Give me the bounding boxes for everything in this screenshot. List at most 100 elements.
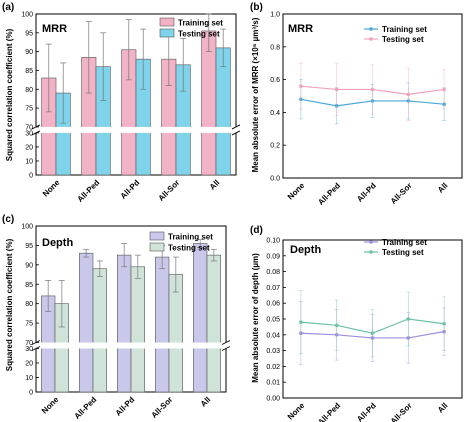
legend-label: Training set [382,25,427,34]
data-point [299,320,303,324]
axis-break-mark [221,340,231,345]
y-tick-label: 90 [25,262,33,269]
data-point [370,87,375,92]
y-tick-label: 0.07 [266,285,280,292]
panel-d: 0.00 0.01 0.02 0.03 0.04 0.05 0.06 0.07 0.08 0.09… [250,225,463,422]
data-point [334,87,339,92]
x-tick-label: All-Pd [114,395,137,418]
data-point [442,321,446,326]
y-tick-label: 100 [21,224,33,231]
x-tick-label: All [208,178,222,192]
y-tick-label: 0.04 [266,332,280,339]
panel-title: MRR [288,23,313,35]
y-tick-label: 20 [25,144,33,151]
y-tick-label: 100 [21,12,33,19]
y-tick-label: 0.8 [270,44,280,51]
y-tick-label: 85 [25,282,33,289]
x-tick-label: All-Pd [355,181,378,204]
axis-break-band [32,126,240,133]
y-tick-label: 30 [25,130,33,137]
y-tick-label: 0.02 [266,364,280,371]
y-tick-label: 95 [25,30,33,37]
y-tick-label: 0.10 [266,238,280,245]
y-axis-title: Squared correlation coefficient (%) [5,28,14,161]
y-tick-label: 10 [25,158,33,165]
bar-training-set-all-pd [117,254,132,393]
bar-testing-set-all [206,254,221,393]
bar-training-set-all-sor [155,256,170,393]
y-tick-label: 20 [25,361,33,368]
bar-testing-set-all-ped [92,268,107,393]
legend-marker [369,27,373,31]
y-tick-label: 0.6 [270,77,280,84]
data-point [406,92,411,97]
bar-training-set-all [193,243,208,393]
legend-label: Training set [382,238,427,247]
legend-swatch [159,17,175,27]
panel-title: MRR [42,23,67,35]
y-tick-label: 0.06 [266,301,280,308]
x-tick-label: All-Sor [389,401,414,422]
legend-swatch [149,242,165,252]
legend-marker [369,37,373,41]
legend-label: Testing set [382,248,424,257]
legend-marker [369,240,373,244]
x-tick-label: All-Pd [119,178,142,201]
x-tick-label: All-Pd [355,401,378,422]
bar-testing-set-all-pd [130,266,145,393]
y-tick-label: 75 [25,106,33,113]
legend-marker [369,250,373,254]
bar-training-set-all [201,30,217,176]
y-tick-label: 0 [29,173,33,180]
data-point [299,84,303,88]
x-tick-label: All-Sor [389,181,414,206]
axis-break-mark [231,130,241,136]
legend-swatch [159,28,175,38]
x-tick-label: All-Ped [76,178,102,204]
x-tick-label: All-Sor [149,395,174,420]
y-tick-label: 0.0 [270,176,280,183]
plot-frame [282,13,463,179]
panel-title: Depth [290,244,321,256]
y-tick-label: 0.03 [266,348,280,355]
y-tick-label: 75 [25,321,33,328]
x-tick-label: None [40,395,61,416]
panel-a: 70 75 80 85 90 95 100 0 10 20 30 None All-Ped All-Pd A… [2,2,241,204]
legend-swatch [149,231,165,241]
y-tick-label: 95 [25,243,33,250]
data-point [334,323,339,328]
y-tick-label: 0.2 [270,143,280,150]
y-tick-label: 70 [25,124,33,131]
y-tick-label: 90 [25,49,33,56]
bar-training-set-all-ped [79,252,94,393]
y-tick-label: 80 [25,87,33,94]
panel-b: 0.0 0.2 0.4 0.6 0.8 1.0 None All-Ped All-Pd All-S… [250,2,463,207]
panel-letter: (b) [250,2,263,13]
x-tick-label: All [436,401,450,415]
y-tick-label: 0.08 [266,269,280,276]
data-point [406,317,411,321]
x-tick-label: None [41,178,62,199]
x-tick-label: All-Ped [316,401,342,422]
y-tick-label: 70 [25,340,33,347]
x-tick-label: All-Sor [156,178,181,203]
panel-title: Depth [42,237,73,249]
x-tick-label: None [286,401,307,422]
y-tick-label: 30 [25,346,33,353]
x-tick-label: All [199,395,213,409]
y-tick-label: 0.00 [266,396,280,403]
y-tick-label: 0.09 [266,253,280,260]
panel-letter: (d) [250,225,263,236]
panel-c: 70 75 80 85 90 95 100 0 10 20 30 None All-Ped All-Pd A… [2,214,231,421]
x-tick-label: All [436,181,450,195]
y-tick-label: 1.0 [270,12,280,19]
x-tick-label: All-Ped [73,395,99,421]
data-point [370,331,375,336]
y-tick-label: 80 [25,301,33,308]
y-axis-title: Mean absolute error of depth (µm) [251,253,260,383]
y-tick-label: 0.4 [270,110,280,117]
legend-label: Training set [178,19,223,28]
legend-label: Testing set [382,35,424,44]
y-tick-label: 10 [25,375,33,382]
